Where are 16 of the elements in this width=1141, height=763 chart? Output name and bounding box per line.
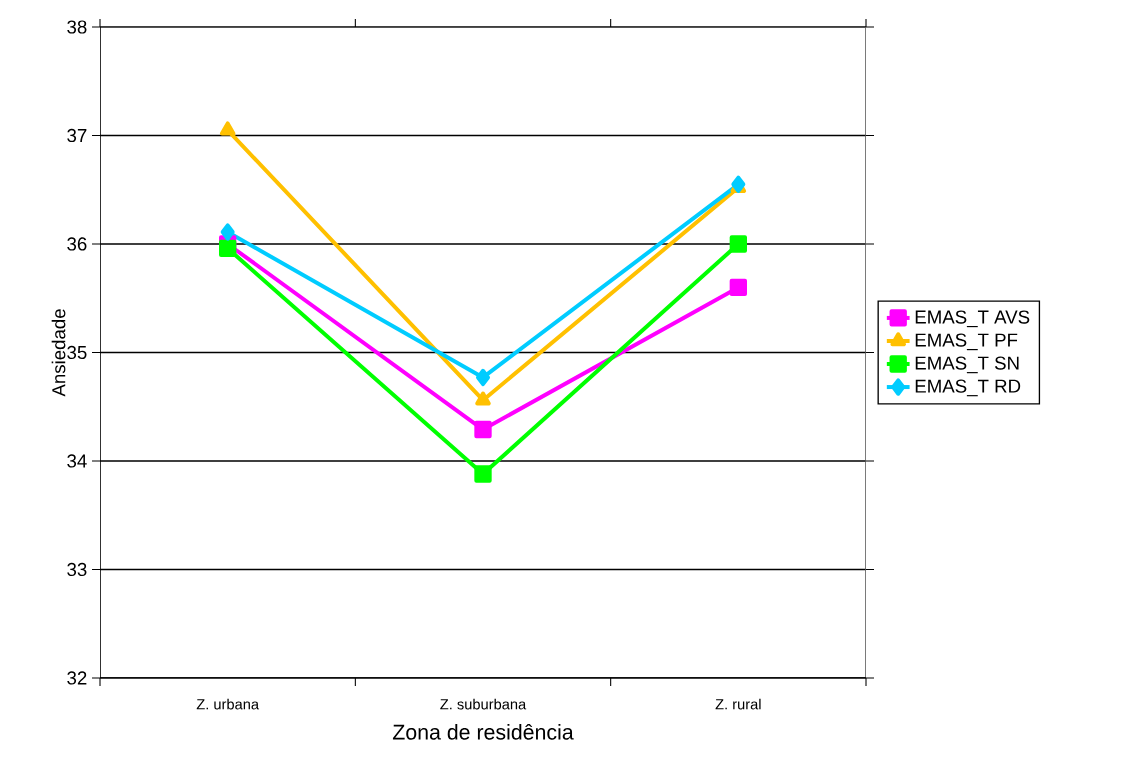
x-tick-label: Z. rural (715, 698, 761, 710)
y-tick-label: 35 (67, 345, 87, 360)
y-tick-label: 32 (67, 671, 87, 685)
x-tick-label: Z. suburbana (440, 698, 527, 710)
legend-label: EMAS_T SN (915, 356, 1019, 374)
legend-label: EMAS_T RD (915, 379, 1021, 397)
y-tick-label: 36 (67, 237, 87, 251)
x-tick-label: Z. urbana (196, 698, 260, 710)
x-axis-title: Zona de residência (392, 723, 574, 740)
y-tick-label: 37 (67, 128, 87, 143)
y-tick-label: 38 (67, 20, 87, 34)
y-tick-label: 33 (67, 562, 87, 577)
y-axis-title: Ansiedade (51, 309, 66, 397)
y-tick-label: 34 (67, 454, 87, 468)
legend-label: EMAS_T PF (915, 333, 1018, 351)
legend-label: EMAS_T AVS (915, 310, 1030, 328)
